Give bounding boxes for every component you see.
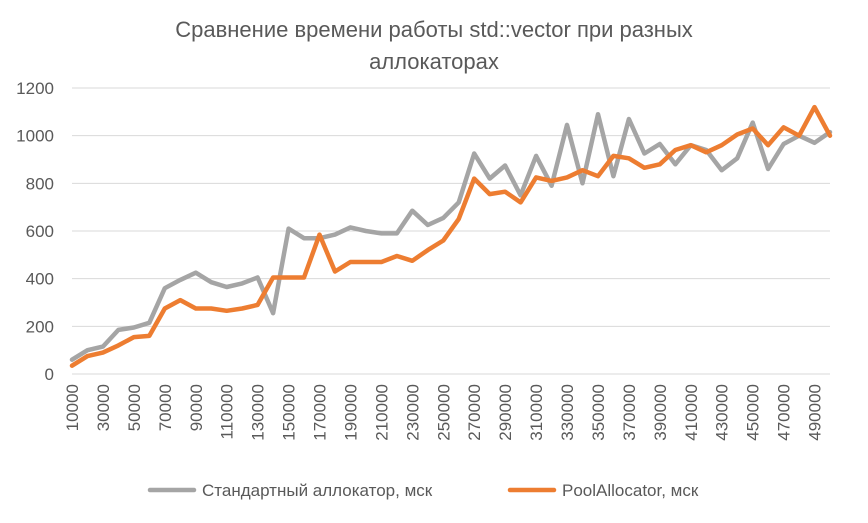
x-tick-label-350000: 350000 xyxy=(589,384,608,441)
x-tick-label-370000: 370000 xyxy=(620,384,639,441)
chart-title-line-1: Сравнение времени работы std::vector при… xyxy=(175,17,693,42)
x-tick-label-410000: 410000 xyxy=(682,384,701,441)
x-tick-label-470000: 470000 xyxy=(775,384,794,441)
x-tick-label-70000: 70000 xyxy=(156,384,175,431)
y-tick-label-400: 400 xyxy=(26,270,54,289)
x-tick-label-110000: 110000 xyxy=(218,384,237,439)
y-tick-label-200: 200 xyxy=(26,317,54,336)
chart-title: Сравнение времени работы std::vector при… xyxy=(0,14,868,78)
x-tick-label-170000: 170000 xyxy=(311,384,330,441)
y-tick-label-800: 800 xyxy=(26,174,54,193)
x-tick-label-90000: 90000 xyxy=(187,384,206,431)
y-tick-label-1200: 1200 xyxy=(16,79,54,98)
x-tick-label-30000: 30000 xyxy=(94,384,113,431)
x-tick-label-390000: 390000 xyxy=(651,384,670,441)
y-tick-label-600: 600 xyxy=(26,222,54,241)
x-tick-label-330000: 330000 xyxy=(558,384,577,441)
series-line-2 xyxy=(69,104,833,368)
x-tick-label-250000: 250000 xyxy=(434,384,453,441)
x-tick-label-310000: 310000 xyxy=(527,384,546,441)
x-tick-label-10000: 10000 xyxy=(63,384,82,431)
y-tick-label-0: 0 xyxy=(45,365,54,384)
series-line-1 xyxy=(69,111,833,362)
x-tick-label-210000: 210000 xyxy=(372,384,391,441)
x-tick-label-490000: 490000 xyxy=(806,384,825,441)
x-tick-label-150000: 150000 xyxy=(280,384,299,441)
x-tick-label-430000: 430000 xyxy=(713,384,732,441)
legend-label-2: PoolAllocator, мск xyxy=(562,481,699,500)
legend-label-1: Стандартный аллокатор, мск xyxy=(202,481,433,500)
x-tick-label-450000: 450000 xyxy=(744,384,763,441)
x-tick-label-230000: 230000 xyxy=(403,384,422,441)
x-tick-label-130000: 130000 xyxy=(249,384,268,441)
x-tick-label-270000: 270000 xyxy=(465,384,484,441)
y-tick-label-1000: 1000 xyxy=(16,127,54,146)
x-tick-label-50000: 50000 xyxy=(125,384,144,431)
chart-title-line-2: аллокаторах xyxy=(369,49,499,74)
x-tick-label-190000: 190000 xyxy=(341,384,360,441)
x-tick-label-290000: 290000 xyxy=(496,384,515,441)
